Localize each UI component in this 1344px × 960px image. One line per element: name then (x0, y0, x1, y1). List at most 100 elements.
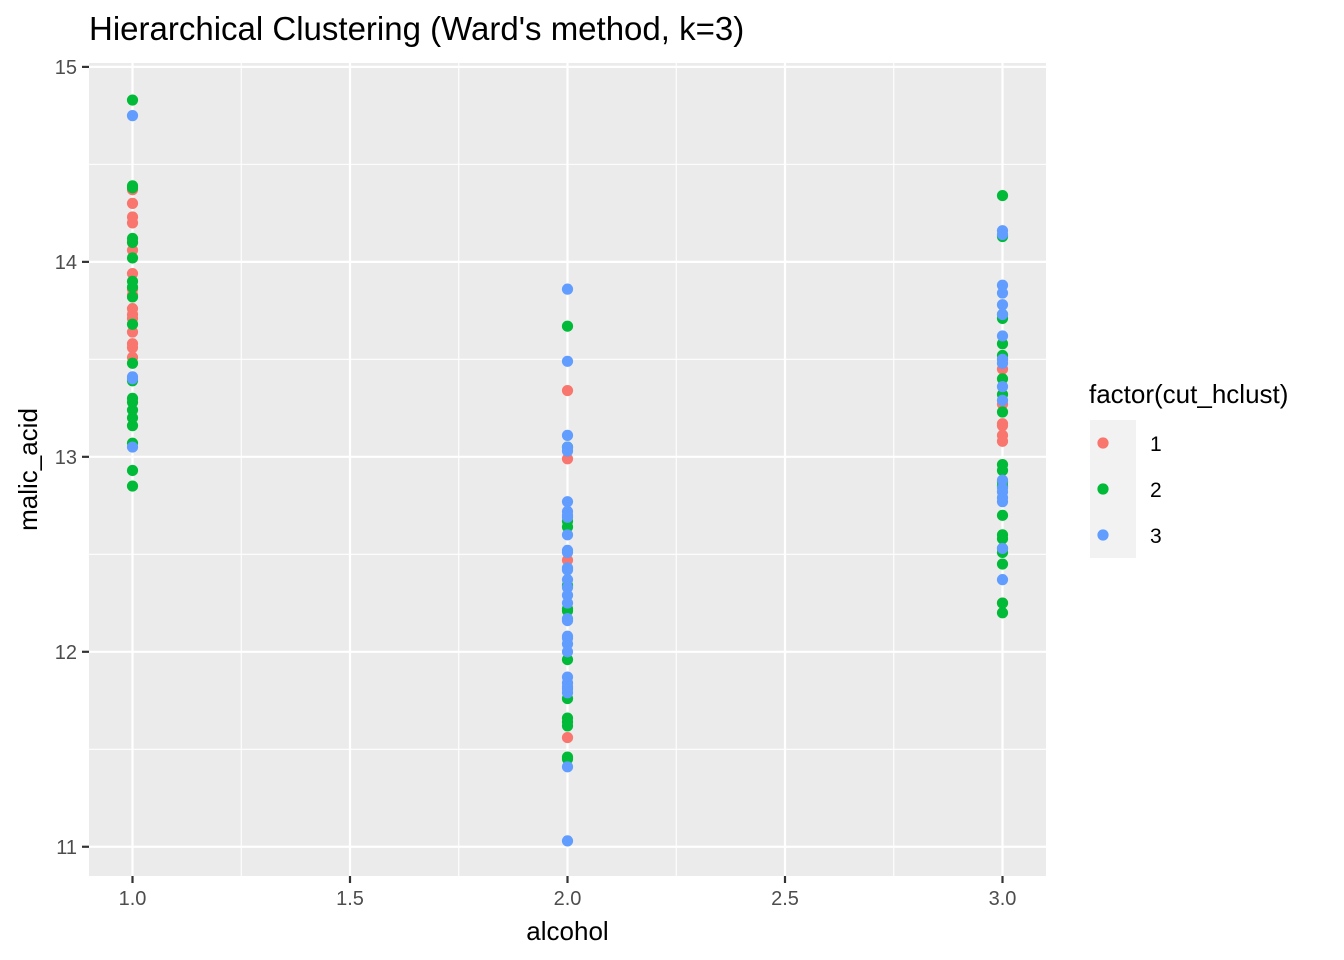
data-point (126, 357, 139, 369)
legend-key-label: 1 (1150, 433, 1162, 456)
y-tick-label: 15 (55, 57, 77, 79)
data-point (996, 406, 1009, 418)
data-point (996, 435, 1009, 447)
data-point (996, 228, 1009, 241)
data-point (561, 529, 574, 541)
data-point (126, 404, 139, 416)
y-tick-label: 12 (55, 642, 77, 664)
y-tick-label: 13 (55, 447, 77, 469)
x-axis: 1.0 1.5 2.0 2.5 3.0 (119, 876, 1017, 910)
data-point (996, 373, 1009, 385)
data-point (561, 429, 574, 441)
data-point (561, 384, 574, 397)
data-point (996, 607, 1009, 619)
y-axis-label: malic_acid (13, 408, 43, 531)
data-point (561, 589, 574, 601)
data-point (996, 574, 1009, 586)
data-point (126, 252, 139, 264)
x-tick-label: 3.0 (989, 888, 1017, 910)
data-point (561, 445, 574, 457)
x-tick-label: 1.5 (336, 888, 364, 910)
data-point (996, 338, 1009, 350)
data-point (126, 412, 139, 424)
data-point (561, 597, 574, 609)
y-tick-label: 11 (56, 837, 77, 859)
legend-keys: 1 2 3 (1090, 420, 1162, 558)
x-tick-label: 1.0 (119, 888, 147, 910)
legend-key-point (1097, 529, 1109, 541)
data-point (561, 731, 574, 744)
data-point (996, 533, 1009, 545)
data-point (561, 581, 574, 594)
data-point (996, 308, 1009, 321)
data-point (561, 283, 574, 295)
data-point (561, 496, 574, 508)
data-point (126, 441, 139, 453)
data-point (126, 420, 139, 432)
data-points (126, 94, 1009, 847)
data-point (996, 394, 1009, 406)
data-point (996, 279, 1009, 291)
data-point (996, 420, 1009, 432)
data-point (126, 342, 139, 354)
data-point (996, 330, 1009, 342)
data-point (996, 299, 1009, 311)
data-point (126, 244, 139, 256)
data-point (561, 605, 574, 617)
x-axis-label: alcohol (526, 916, 608, 946)
legend-key-background (1090, 512, 1136, 558)
data-point (126, 197, 139, 209)
data-point (996, 597, 1009, 609)
data-point (126, 464, 139, 477)
data-point (561, 653, 574, 666)
data-point (126, 236, 139, 248)
data-point (561, 753, 574, 765)
data-point (126, 291, 139, 303)
legend-key-point (1097, 483, 1109, 495)
legend: factor(cut_hclust) 1 2 3 (1089, 379, 1288, 558)
data-point (996, 558, 1009, 570)
data-point (996, 381, 1009, 393)
data-point (996, 287, 1009, 299)
data-point (561, 554, 574, 566)
data-point (126, 267, 139, 280)
data-point (126, 182, 139, 194)
data-point (126, 480, 139, 492)
data-point (561, 720, 574, 732)
data-point (561, 761, 574, 773)
data-point (561, 546, 574, 558)
data-point (126, 110, 139, 122)
data-point (126, 373, 139, 385)
y-axis: 11 12 13 14 15 (55, 57, 89, 859)
data-point (996, 464, 1009, 477)
data-point (126, 326, 139, 338)
legend-key-label: 2 (1150, 479, 1162, 502)
data-point (996, 474, 1009, 486)
data-point (561, 564, 574, 576)
legend-key-background (1090, 466, 1136, 512)
legend-key-point (1097, 437, 1109, 449)
data-point (561, 835, 574, 847)
data-point (996, 357, 1009, 369)
x-tick-label: 2.5 (771, 888, 799, 910)
data-point (126, 281, 139, 293)
data-point (561, 453, 574, 465)
data-point (561, 574, 574, 586)
data-point (996, 189, 1009, 202)
data-point (126, 396, 139, 408)
x-tick-label: 2.0 (554, 888, 582, 910)
data-point (996, 496, 1009, 508)
data-point (126, 94, 139, 106)
legend-key-label: 3 (1150, 525, 1162, 548)
data-point (561, 355, 574, 367)
data-point (126, 217, 139, 229)
data-point (561, 511, 574, 523)
legend-key-background (1090, 420, 1136, 466)
data-point (561, 638, 574, 650)
data-point (561, 646, 574, 658)
data-point (561, 614, 574, 627)
y-tick-label: 14 (55, 252, 77, 274)
data-point (996, 509, 1009, 521)
data-point (126, 318, 139, 330)
